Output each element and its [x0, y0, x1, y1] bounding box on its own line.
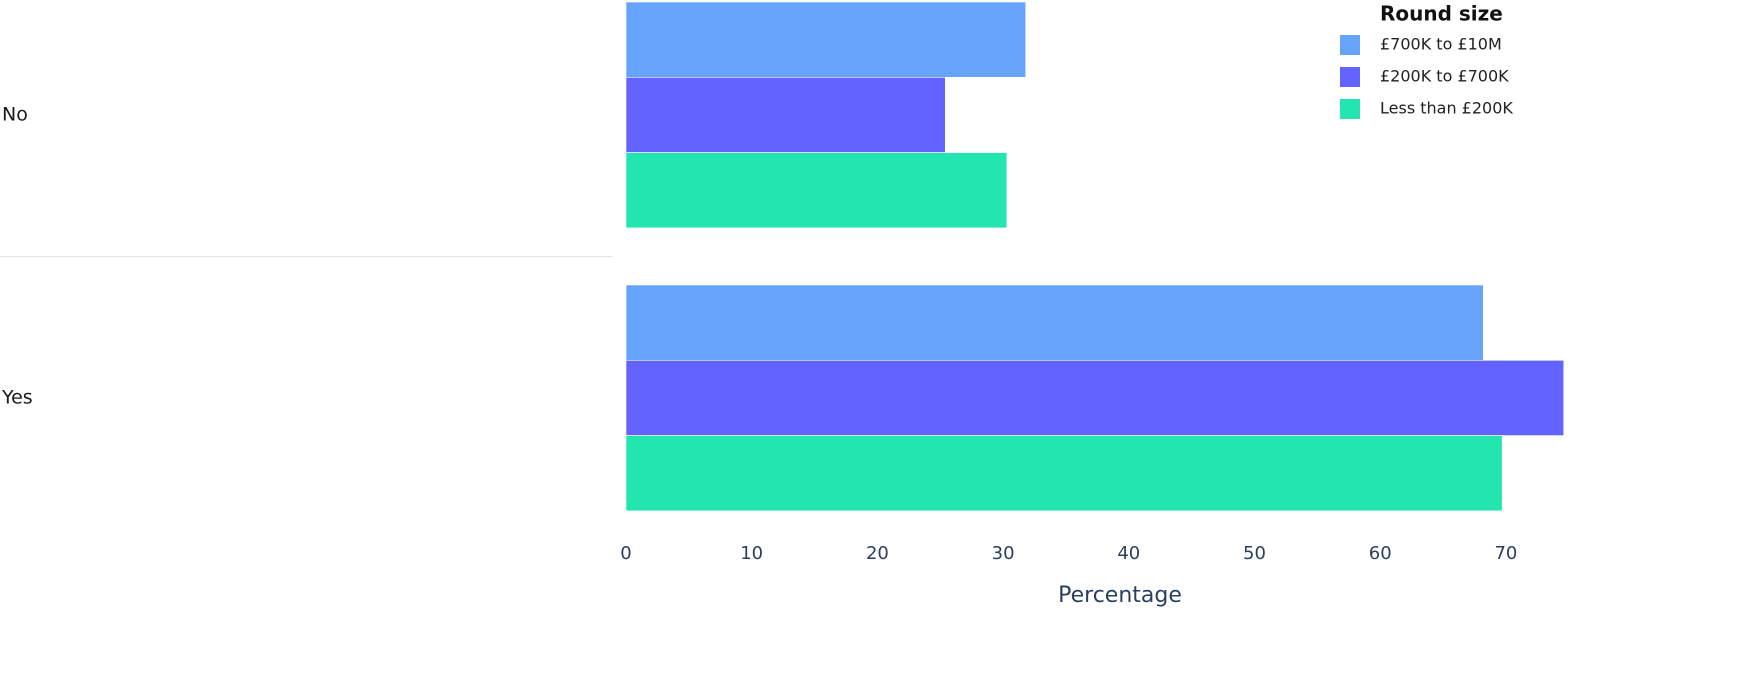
legend-label: Less than £200K — [1380, 99, 1513, 118]
x-tick-label: 0 — [620, 543, 631, 564]
legend-swatch — [1340, 35, 1360, 55]
bar — [625, 152, 1008, 229]
x-tick-label: 20 — [866, 543, 889, 564]
bar — [625, 435, 1503, 512]
legend-swatch — [1340, 67, 1360, 87]
x-tick-label: 70 — [1494, 543, 1517, 564]
legend-label: £700K to £10M — [1380, 35, 1502, 54]
x-tick-label: 30 — [992, 543, 1015, 564]
y-tick-label: Yes — [1, 386, 33, 408]
x-tick-label: 40 — [1117, 543, 1140, 564]
bar — [625, 77, 946, 153]
legend-swatch — [1340, 99, 1360, 119]
x-axis-title: Percentage — [1058, 583, 1182, 608]
y-tick-label: No — [2, 103, 28, 125]
x-tick-label: 10 — [740, 543, 763, 564]
bar — [625, 284, 1484, 361]
x-tick-label: 50 — [1243, 543, 1266, 564]
bar — [625, 359, 1565, 436]
legend-label: £200K to £700K — [1380, 67, 1509, 86]
x-tick-label: 60 — [1369, 543, 1392, 564]
bar — [625, 1, 1027, 78]
legend-title: Round size — [1380, 2, 1503, 26]
